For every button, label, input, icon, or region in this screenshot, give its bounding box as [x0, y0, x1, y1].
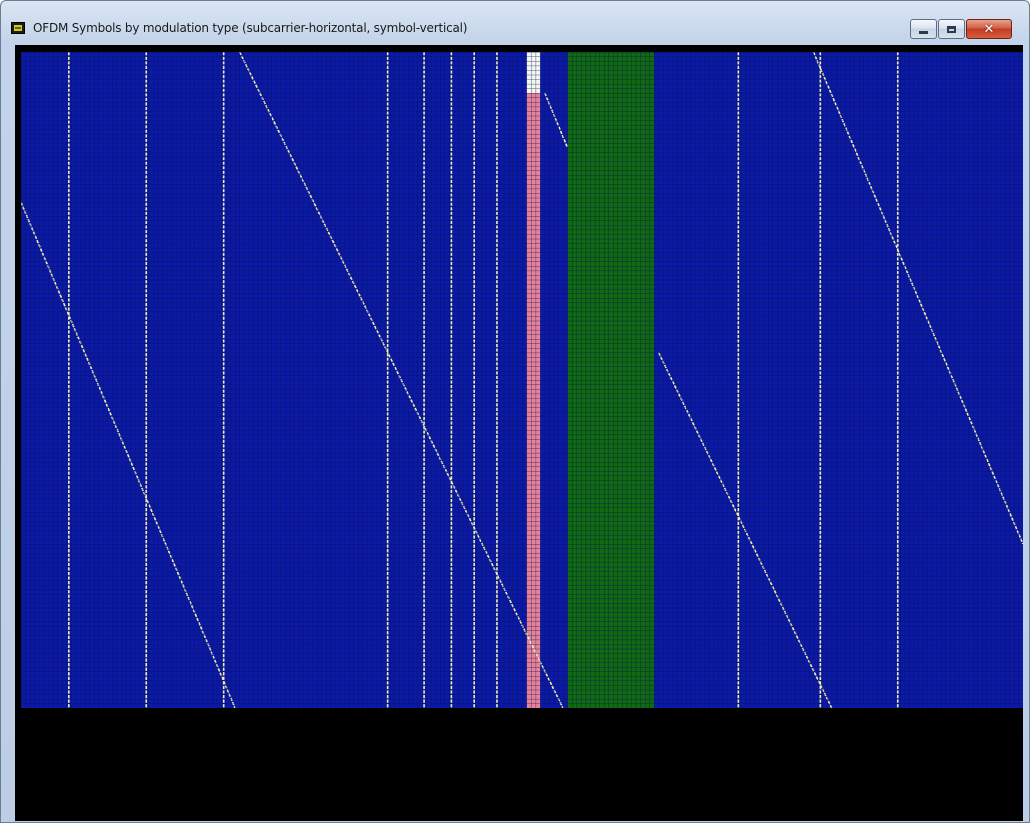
maximize-button[interactable] [938, 19, 965, 39]
client-area [15, 45, 1023, 821]
maximize-icon [947, 25, 956, 33]
close-icon: ✕ [983, 21, 995, 37]
close-button[interactable]: ✕ [966, 19, 1012, 39]
application-icon[interactable] [11, 22, 25, 34]
title-bar[interactable]: OFDM Symbols by modulation type (subcarr… [1, 1, 1029, 39]
minimize-icon [919, 30, 928, 34]
minimize-button[interactable] [910, 19, 937, 39]
cell-grid-lines [21, 52, 1023, 708]
window-title: OFDM Symbols by modulation type (subcarr… [33, 21, 468, 35]
ofdm-symbol-grid [21, 52, 1023, 708]
